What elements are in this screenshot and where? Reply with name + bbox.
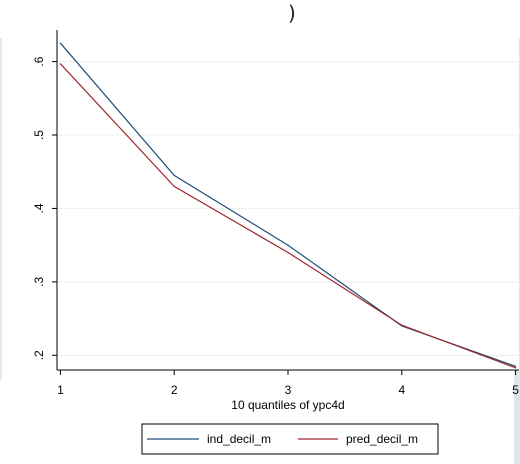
legend-label-ind-decil-m: ind_decil_m xyxy=(207,432,271,446)
data-point-pred-decil-m-4 xyxy=(514,367,517,369)
data-point-pred-decil-m-3 xyxy=(401,324,403,326)
data-point-ind-decil-m-2 xyxy=(287,244,289,246)
y-tick-label-1: .3 xyxy=(32,277,46,287)
x-tick-label-4: 5 xyxy=(512,383,519,397)
header-fragment: ) xyxy=(288,1,296,25)
data-point-pred-decil-m-0 xyxy=(59,63,62,65)
x-tick-label-1: 2 xyxy=(171,383,178,397)
data-point-ind-decil-m-1 xyxy=(173,174,175,176)
x-tick-label-2: 3 xyxy=(285,383,292,397)
grid-lines xyxy=(57,61,519,356)
y-tick-label-2: .4 xyxy=(32,203,46,213)
y-tick-label-4: .6 xyxy=(32,56,46,66)
x-axis-title: 10 quantiles of ypc4d xyxy=(231,398,344,412)
legend-items: ind_decil_m pred_decil_m xyxy=(147,432,418,446)
series-lines xyxy=(59,42,517,369)
data-point-ind-decil-m-4 xyxy=(514,365,517,367)
y-tick-label-0: .2 xyxy=(32,350,46,360)
x-tick-label-3: 4 xyxy=(398,383,405,397)
data-point-pred-decil-m-1 xyxy=(173,185,175,188)
legend-label-pred-decil-m: pred_decil_m xyxy=(346,432,418,446)
x-axis-ticks: 1 2 3 4 5 xyxy=(57,370,519,397)
y-axis-ticks: .2 .3 .4 .5 .6 xyxy=(32,56,57,360)
x-tick-label-0: 1 xyxy=(57,383,64,397)
y-tick-label-3: .5 xyxy=(32,130,46,140)
data-point-ind-decil-m-0 xyxy=(59,42,62,44)
plot-area xyxy=(57,30,519,370)
data-point-pred-decil-m-2 xyxy=(287,251,289,254)
